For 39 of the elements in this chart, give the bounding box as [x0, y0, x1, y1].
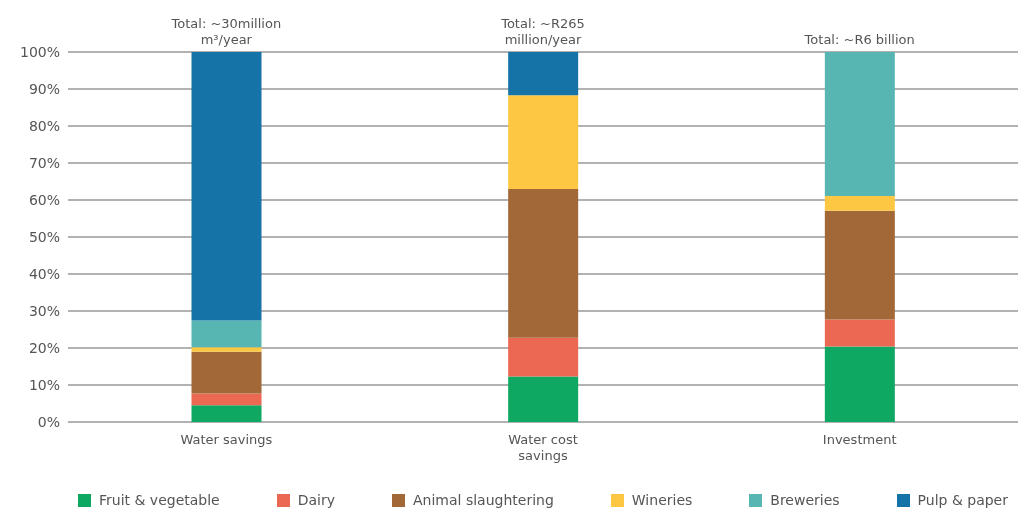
bar	[191, 347, 262, 352]
bar	[824, 319, 895, 347]
bar	[508, 376, 579, 422]
x-tick-label: Investment	[822, 432, 897, 447]
bar	[191, 351, 262, 394]
y-tick-label: 30%	[28, 302, 60, 319]
legend-label: Pulp & paper	[916, 492, 1008, 508]
annotation: Total: ~R6 billion	[803, 32, 915, 47]
legend-label: Fruit & vegetable	[98, 492, 220, 508]
y-tick-label: 0%	[37, 413, 60, 430]
bar	[824, 210, 895, 320]
y-tick-label: 50%	[28, 228, 60, 245]
bar	[191, 320, 262, 348]
bar	[824, 346, 895, 422]
y-tick-label: 100%	[19, 43, 60, 60]
bar	[508, 188, 579, 338]
bar	[824, 195, 895, 211]
legend-label: Animal slaughtering	[412, 492, 554, 508]
y-tick-label: 40%	[28, 265, 60, 282]
y-tick-label: 60%	[28, 191, 60, 208]
y-tick-label: 10%	[28, 376, 60, 393]
legend-label: Wineries	[630, 492, 693, 508]
bar	[824, 52, 895, 196]
bar	[508, 337, 579, 377]
bar	[508, 95, 579, 189]
x-tick-label: Water cost savings	[508, 432, 578, 463]
legend-label: Breweries	[769, 492, 840, 508]
y-tick-label: 90%	[28, 80, 60, 97]
bar	[191, 393, 262, 406]
y-tick-label: 70%	[28, 154, 60, 171]
x-tick-label: Water savings	[180, 432, 273, 447]
y-tick-label: 20%	[28, 339, 60, 356]
bar	[191, 52, 262, 321]
annotation: Total: ~30million m³/year	[170, 16, 282, 47]
bar	[508, 52, 579, 96]
bar	[191, 405, 262, 422]
annotation: Total: ~R265 million/year	[500, 16, 585, 47]
legend-label: Dairy	[296, 492, 336, 508]
y-tick-label: 80%	[28, 117, 60, 134]
